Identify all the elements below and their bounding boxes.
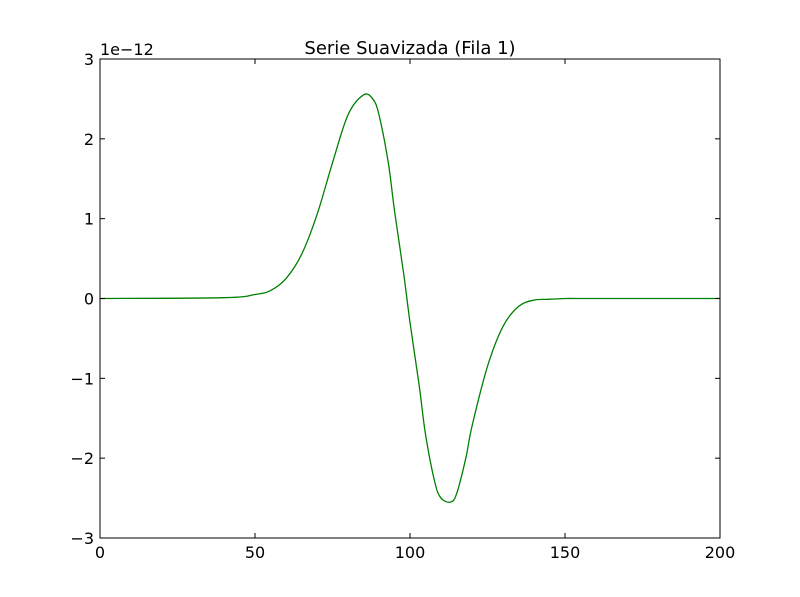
series-line-0 [99, 93, 720, 503]
y-tick-label: 3 [84, 50, 94, 69]
x-tick-label: 150 [550, 543, 581, 562]
y-tick-label: −3 [70, 529, 94, 548]
y-tick-label: −2 [70, 449, 94, 468]
y-tick-label: 2 [84, 130, 94, 149]
x-tick-label: 100 [395, 543, 426, 562]
x-tick-label: 0 [95, 543, 105, 562]
y-tick-label: 0 [84, 290, 94, 309]
chart-title: Serie Suavizada (Fila 1) [304, 38, 515, 59]
x-tick-label: 200 [705, 543, 736, 562]
y-axis-offset-label: 1e−12 [100, 40, 154, 59]
y-tick-label: −1 [70, 369, 94, 388]
x-axis: 0 50 100 150 200 [95, 59, 735, 562]
x-tick-label: 50 [245, 543, 265, 562]
y-axis: −3 −2 −1 0 1 2 3 [70, 50, 720, 548]
y-tick-label: 1 [84, 210, 94, 229]
